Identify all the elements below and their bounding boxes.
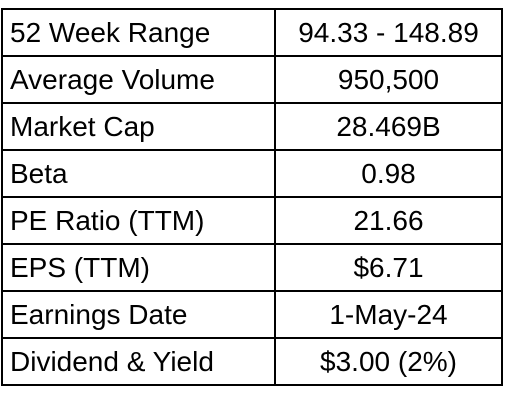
row-label: Earnings Date: [1, 290, 276, 339]
row-label: Average Volume: [1, 55, 276, 104]
row-label: Market Cap: [1, 102, 276, 151]
row-value: 950,500: [274, 55, 503, 104]
table-row: Earnings Date 1-May-24: [1, 290, 503, 339]
row-value: 1-May-24: [274, 290, 503, 339]
table-row: EPS (TTM) $6.71: [1, 243, 503, 292]
row-value: 21.66: [274, 196, 503, 245]
row-value: $6.71: [274, 243, 503, 292]
table-row: Beta 0.98: [1, 149, 503, 198]
row-value: 28.469B: [274, 102, 503, 151]
row-label: EPS (TTM): [1, 243, 276, 292]
table-row: Dividend & Yield $3.00 (2%): [1, 337, 503, 386]
row-value: 0.98: [274, 149, 503, 198]
row-value: 94.33 - 148.89: [274, 8, 503, 57]
table-row: 52 Week Range 94.33 - 148.89: [1, 8, 503, 57]
stock-stats-table: 52 Week Range 94.33 - 148.89 Average Vol…: [1, 8, 503, 386]
row-value: $3.00 (2%): [274, 337, 503, 386]
row-label: 52 Week Range: [1, 8, 276, 57]
table-row: PE Ratio (TTM) 21.66: [1, 196, 503, 245]
row-label: PE Ratio (TTM): [1, 196, 276, 245]
row-label: Beta: [1, 149, 276, 198]
table-row: Average Volume 950,500: [1, 55, 503, 104]
table-row: Market Cap 28.469B: [1, 102, 503, 151]
row-label: Dividend & Yield: [1, 337, 276, 386]
